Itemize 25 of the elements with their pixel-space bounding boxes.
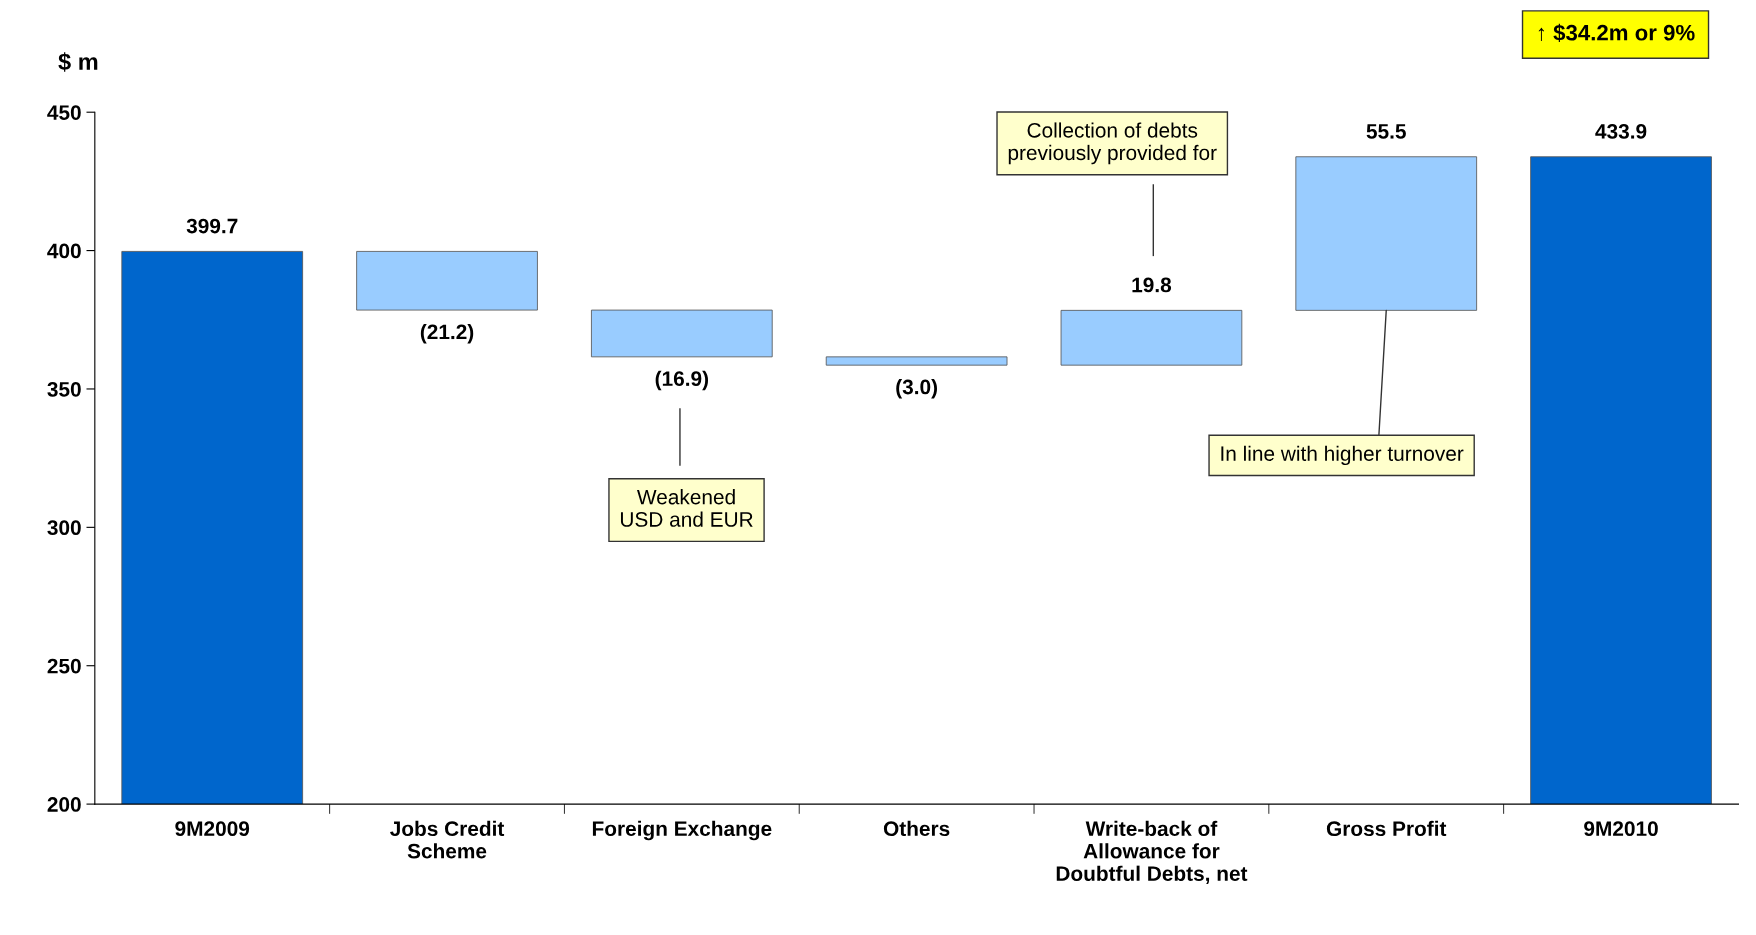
text: ↑ $34.2m or 9% <box>1538 23 1695 42</box>
y-tick-label: 300 <box>47 520 81 536</box>
x-tick-label: Gross Profit <box>1326 820 1447 837</box>
x-tick-label: Write-back of Allowance for Doubtful Debts, net <box>1056 820 1248 884</box>
data-label: (3.0) <box>896 379 938 399</box>
annotation: Collection of debts previously provided for <box>1008 122 1217 165</box>
x-tick-label: 9M2010 <box>1584 821 1658 837</box>
annotation: In line with higher turnover <box>1221 445 1464 466</box>
data-label: (21.2) <box>420 323 474 344</box>
x-tick-label: Foreign Exchange <box>592 820 772 841</box>
x-tick-label: Jobs Credit Scheme <box>390 820 505 859</box>
y-tick-label: 200 <box>47 797 81 812</box>
y-tick-label: 400 <box>47 243 81 259</box>
data-label: 433.9 <box>1595 124 1647 139</box>
y-axis-title: $ m <box>58 52 98 72</box>
x-tick-label: 9M2009 <box>175 821 250 837</box>
data-label: 55.5 <box>1366 124 1406 139</box>
y-tick-label: 450 <box>47 105 81 120</box>
annotation: Weakened USD and EUR <box>620 489 753 527</box>
data-label: (16.9) <box>655 370 709 391</box>
y-tick-label: 350 <box>47 381 81 397</box>
x-tick-label: Others <box>883 820 950 837</box>
data-label: 19.8 <box>1132 277 1172 293</box>
data-label: 399.7 <box>186 218 238 234</box>
y-tick-label: 250 <box>47 658 81 674</box>
